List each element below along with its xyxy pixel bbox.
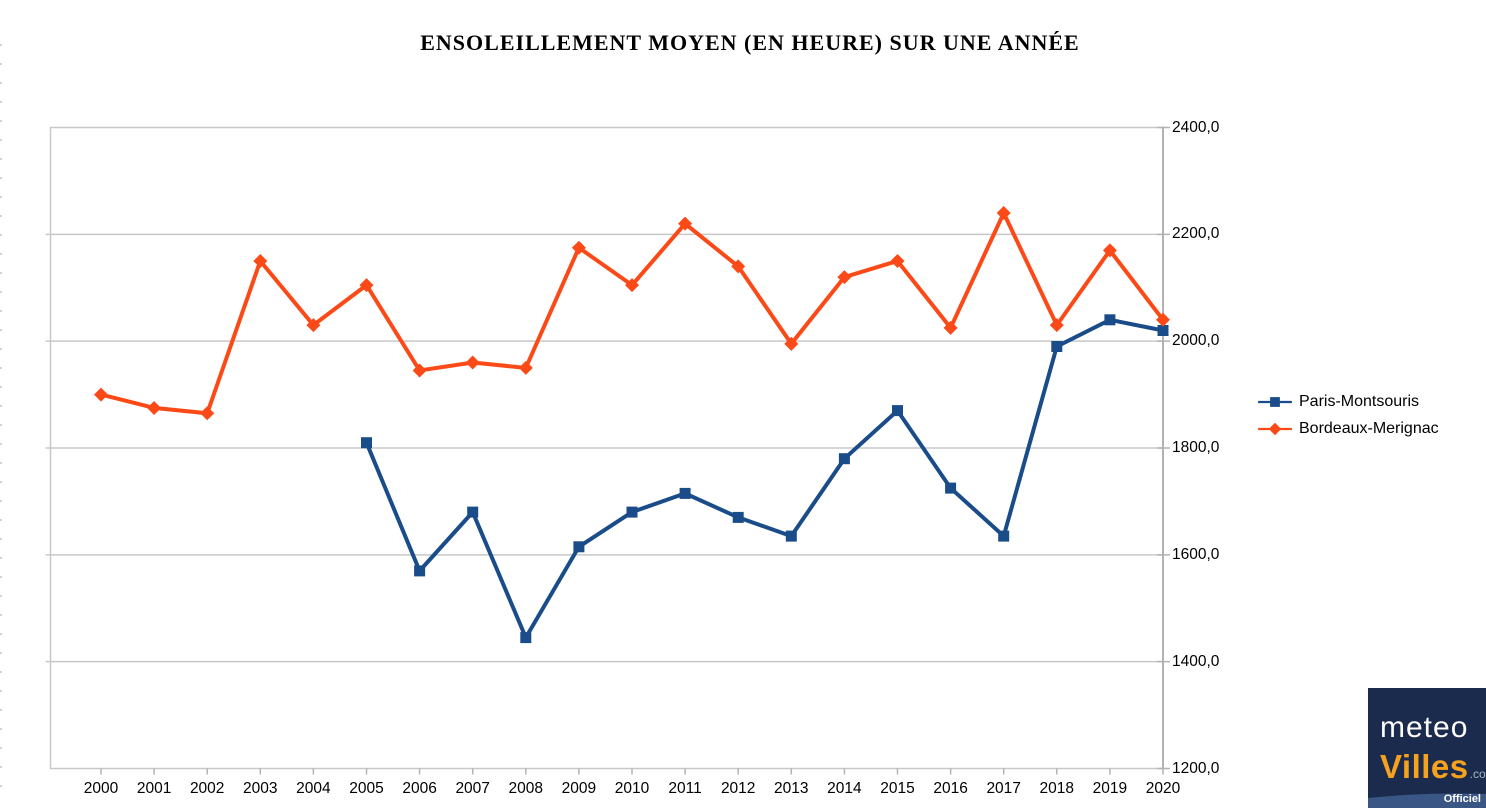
logo-villes-text: Villes — [1380, 748, 1469, 785]
x-axis-label: 2009 — [561, 779, 597, 797]
logo-villes-row: Villes.com — [1380, 750, 1486, 783]
x-axis-label: 2001 — [136, 779, 172, 797]
x-axis-label: 2005 — [349, 779, 384, 797]
y-axis-label: 2400,0 — [1172, 118, 1220, 136]
bordeaux-line-marker-icon — [1256, 421, 1294, 437]
x-axis-label: 2008 — [508, 779, 544, 797]
y-axis-label: 1400,0 — [1172, 652, 1220, 670]
y-axis-label: 1800,0 — [1172, 439, 1220, 456]
x-axis-label: 2000 — [83, 779, 119, 797]
y-axis-label: 2200,0 — [1172, 225, 1220, 243]
logo-band-wave — [1368, 793, 1486, 808]
x-axis-label: 2020 — [1145, 779, 1181, 797]
x-axis-label: 2010 — [614, 779, 650, 797]
y-axis-label: 2000,0 — [1172, 332, 1220, 350]
chart-title: ENSOLEILLEMENT MOYEN (EN HEURE) SUR UNE … — [420, 30, 1080, 55]
left-edge-tick-marks — [0, 44, 2, 794]
legend-label-bordeaux: Bordeaux-Merignac — [1299, 420, 1439, 437]
x-axis-label: 2012 — [720, 779, 756, 797]
x-axis-label: 2019 — [1092, 779, 1128, 797]
x-axis-label: 2014 — [827, 779, 862, 797]
x-axis-label: 2015 — [880, 779, 915, 797]
x-axis-label: 2002 — [189, 779, 225, 797]
x-axis-label: 2011 — [668, 779, 702, 797]
x-axis-label: 2003 — [243, 779, 278, 797]
logo-officiel-badge: Officiel — [1443, 793, 1481, 805]
x-axis-label: 2006 — [402, 779, 437, 797]
x-axis-label: 2018 — [1039, 779, 1075, 797]
logo-com-text: .com — [1469, 767, 1486, 781]
chart-legend: Paris-Montsouris Bordeaux-Merignac — [1256, 390, 1439, 441]
x-axis-label: 2007 — [455, 779, 490, 797]
logo-meteo-text: meteo — [1380, 711, 1469, 744]
legend-item-bordeaux-merignac: Bordeaux-Merignac — [1256, 417, 1439, 441]
y-axis-label: 1600,0 — [1172, 545, 1220, 563]
x-axis-label: 2013 — [774, 779, 809, 797]
legend-label-paris: Paris-Montsouris — [1299, 393, 1420, 410]
x-axis-label: 2017 — [986, 779, 1021, 797]
meteovilles-logo: meteo Villes.com Officiel — [1368, 688, 1486, 808]
x-axis-label: 2004 — [296, 779, 331, 797]
y-axis-label: 1200,0 — [1172, 759, 1220, 777]
paris-line-marker-icon — [1256, 394, 1294, 410]
x-axis-label: 2016 — [933, 779, 968, 797]
legend-item-paris-montsouris: Paris-Montsouris — [1256, 390, 1439, 414]
